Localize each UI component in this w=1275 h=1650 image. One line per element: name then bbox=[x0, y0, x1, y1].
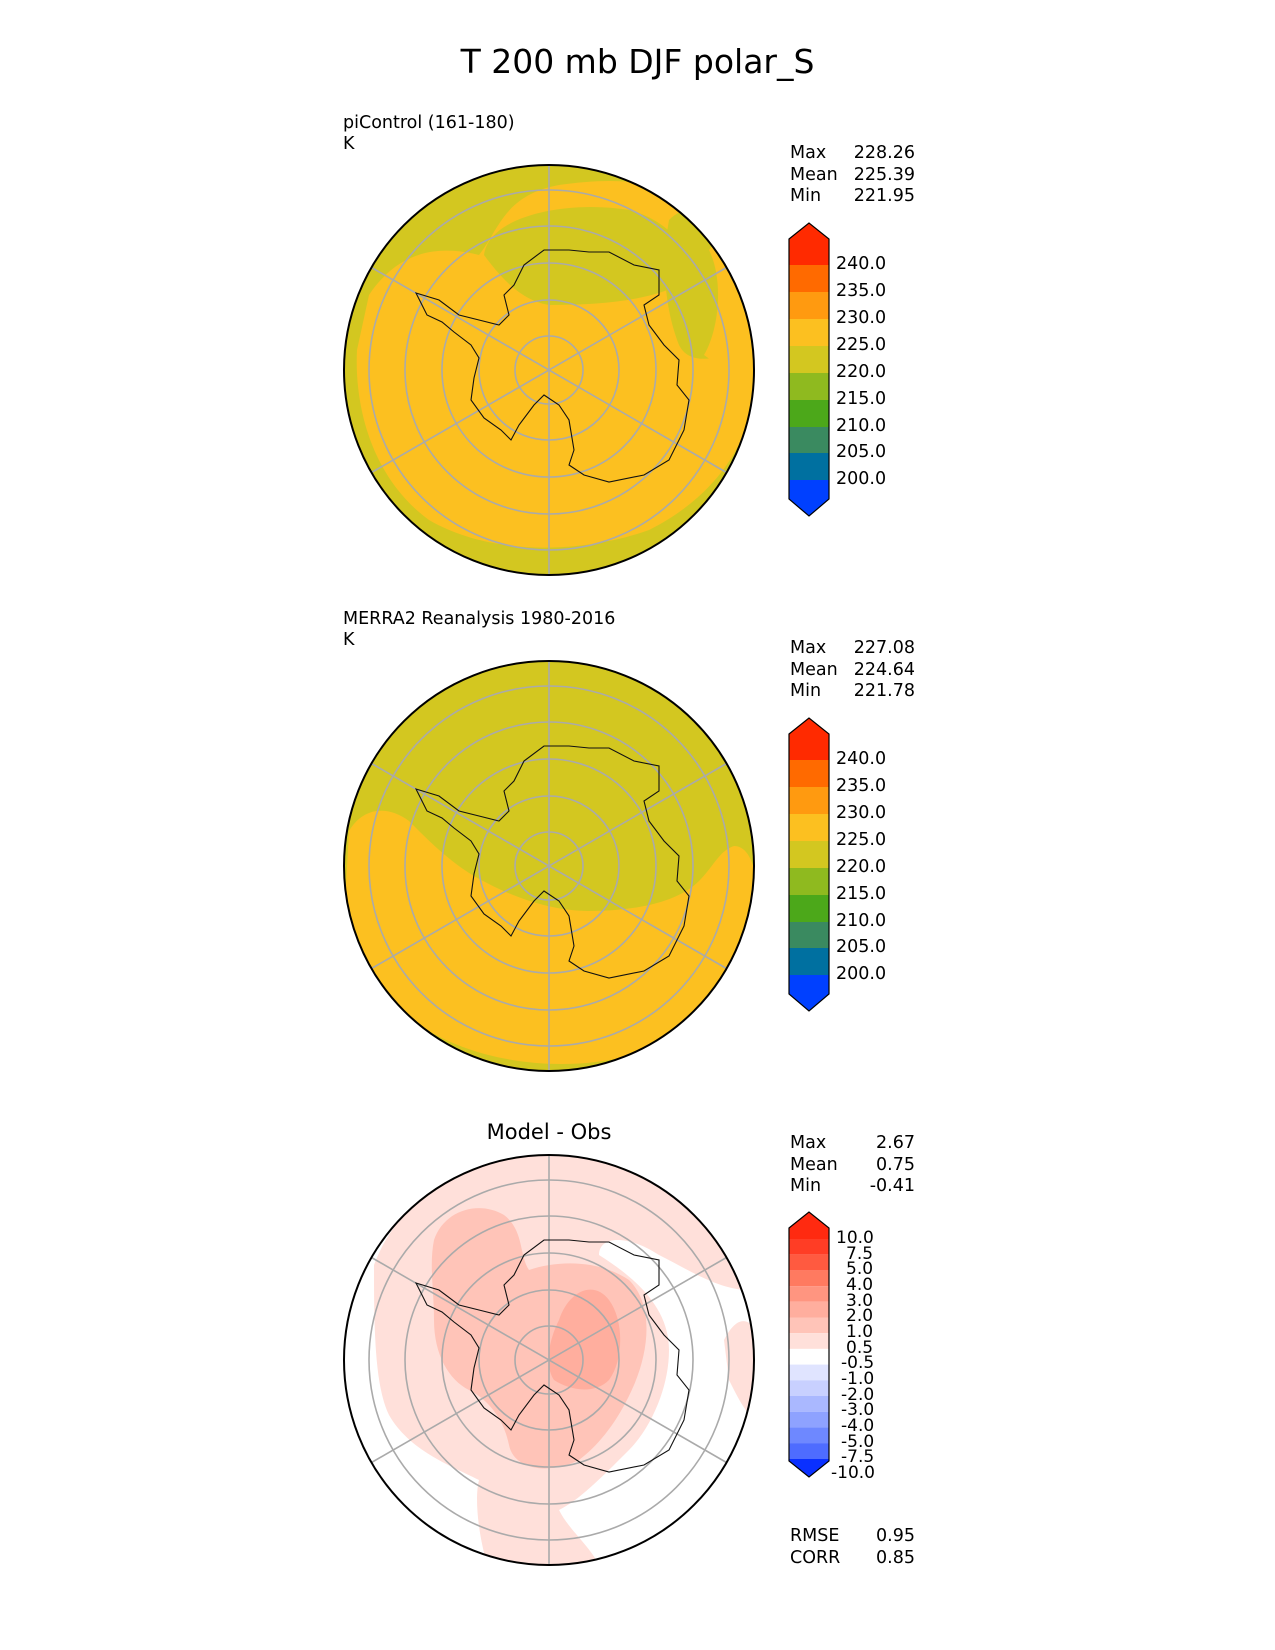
panel3-colorbar-cap-bottom bbox=[789, 1458, 829, 1477]
panel3-tick-5: 5.0 bbox=[846, 1259, 874, 1279]
panel1-tick-235: 235.0 bbox=[836, 281, 887, 301]
panel1-title: piControl (161-180) K bbox=[343, 113, 515, 155]
panel3-metrics: RMSE 0.95 CORR 0.85 bbox=[790, 1526, 915, 1569]
panel3-title: Model - Obs bbox=[486, 1120, 612, 1144]
panel3-rmse-label: RMSE bbox=[790, 1526, 840, 1546]
panel3-min-value: -0.41 bbox=[869, 1176, 915, 1196]
panel1-colorbar-ticks: 240.0 235.0 230.0 225.0 220.0 215.0 210.… bbox=[836, 222, 916, 518]
panel2-tick-230: 230.0 bbox=[836, 803, 887, 823]
panel3-graticule bbox=[368, 1155, 730, 1565]
panel2-min-label: Min bbox=[790, 681, 822, 701]
panel3-mean-label: Mean bbox=[790, 1154, 838, 1175]
panel3-tick-10: 10.0 bbox=[836, 1228, 874, 1248]
panel2-warm-band bbox=[346, 810, 754, 1064]
panel1-colorbar-cap-top bbox=[789, 223, 829, 265]
panel3-colorbar bbox=[788, 1211, 830, 1478]
panel1-tick-220: 220.0 bbox=[836, 362, 887, 382]
panel1-max-label: Max bbox=[790, 143, 827, 163]
panel3-corr-value: 0.85 bbox=[876, 1547, 915, 1568]
panel1-polar-map bbox=[343, 164, 755, 576]
panel1-colorbar-cap-bottom bbox=[789, 480, 829, 516]
panel2-tick-200: 200.0 bbox=[836, 964, 887, 984]
panel3-corr-label: CORR bbox=[790, 1547, 841, 1568]
panel3-tick-neg3: -3.0 bbox=[841, 1400, 875, 1420]
figure-title: T 200 mb DJF polar_S bbox=[460, 42, 815, 81]
panel1-min-value: 221.95 bbox=[853, 186, 915, 206]
panel2-polar-map bbox=[343, 660, 755, 1072]
panel3-tick-0_5: 0.5 bbox=[846, 1338, 874, 1358]
panel1-tick-230: 230.0 bbox=[836, 308, 887, 328]
panel3-tick-2: 2.0 bbox=[846, 1306, 874, 1326]
panel2-min-value: 221.78 bbox=[853, 681, 915, 701]
panel1-mean-label: Mean bbox=[790, 164, 838, 185]
panel1-tick-210: 210.0 bbox=[836, 416, 887, 436]
panel3-tick-neg10: -10.0 bbox=[831, 1463, 875, 1483]
panel2-tick-220: 220.0 bbox=[836, 857, 887, 877]
panel3-tick-neg5: -5.0 bbox=[841, 1432, 875, 1452]
panel3-map-border bbox=[343, 1154, 755, 1566]
panel1-coastline bbox=[414, 249, 690, 483]
panel3-min-label: Min bbox=[790, 1176, 822, 1196]
panel3-tick-3: 3.0 bbox=[846, 1291, 874, 1311]
panel3-max-label: Max bbox=[790, 1133, 827, 1153]
panel1-max-value: 228.26 bbox=[853, 143, 915, 163]
panel2-coastline bbox=[414, 745, 690, 979]
panel1-colorbar bbox=[788, 222, 830, 517]
panel3-tick-7_5: 7.5 bbox=[846, 1244, 874, 1264]
panel2-colorbar-cap-bottom bbox=[789, 975, 829, 1011]
panel2-title: MERRA2 Reanalysis 1980-2016 K bbox=[343, 609, 615, 651]
panel1-min-label: Min bbox=[790, 186, 822, 206]
panel2-mean-value: 224.64 bbox=[853, 659, 915, 680]
panel1-graticule bbox=[368, 165, 730, 575]
panel2-colorbar bbox=[788, 717, 830, 1012]
panel1-tick-200: 200.0 bbox=[836, 469, 887, 489]
panel3-tick-1: 1.0 bbox=[846, 1322, 874, 1342]
panel2-tick-235: 235.0 bbox=[836, 776, 887, 796]
panel2-tick-240: 240.0 bbox=[836, 749, 887, 769]
panel2-max-value: 227.08 bbox=[853, 638, 915, 658]
panel2-mean-label: Mean bbox=[790, 659, 838, 680]
panel1-mean-value: 225.39 bbox=[853, 164, 915, 185]
panel3-tick-neg7_5: -7.5 bbox=[841, 1447, 875, 1467]
panel3-tick-neg2: -2.0 bbox=[841, 1385, 875, 1405]
panel3-rmse-value: 0.95 bbox=[876, 1526, 915, 1546]
panel2-tick-215: 215.0 bbox=[836, 884, 887, 904]
panel2-tick-225: 225.0 bbox=[836, 830, 887, 850]
panel3-max-value: 2.67 bbox=[876, 1133, 915, 1153]
panel2-tick-210: 210.0 bbox=[836, 911, 887, 931]
panel3-stats: Max 2.67 Mean 0.75 Min -0.41 bbox=[790, 1133, 915, 1198]
panel1-tick-215: 215.0 bbox=[836, 389, 887, 409]
panel2-colorbar-ticks: 240.0 235.0 230.0 225.0 220.0 215.0 210.… bbox=[836, 717, 916, 1013]
panel2-units: K bbox=[343, 630, 355, 650]
panel3-coastline bbox=[414, 1239, 690, 1473]
panel2-map-border bbox=[343, 660, 755, 1072]
panel1-tick-240: 240.0 bbox=[836, 254, 887, 274]
panel1-map-border bbox=[343, 164, 755, 576]
panel3-tick-neg0_5: -0.5 bbox=[841, 1353, 875, 1373]
panel1-units: K bbox=[343, 134, 355, 154]
panel1-stats: Max 228.26 Mean 225.39 Min 221.95 bbox=[790, 143, 915, 208]
panel1-title-case: piControl (161-180) bbox=[343, 113, 515, 133]
panel3-tick-neg1: -1.0 bbox=[841, 1369, 875, 1389]
panel1-tick-225: 225.0 bbox=[836, 335, 887, 355]
panel3-tick-neg4: -4.0 bbox=[841, 1416, 875, 1436]
panel2-warm-west bbox=[369, 816, 449, 876]
panel1-tick-205: 205.0 bbox=[836, 442, 887, 462]
panel3-tick-4: 4.0 bbox=[846, 1275, 874, 1295]
panel2-title-case: MERRA2 Reanalysis 1980-2016 bbox=[343, 609, 616, 629]
panel3-colorbar-ticks: 10.0 7.5 5.0 4.0 3.0 2.0 1.0 0.5 -0.5 -1… bbox=[831, 1211, 914, 1483]
panel2-stats: Max 227.08 Mean 224.64 Min 221.78 bbox=[790, 638, 915, 703]
panel3-colorbar-cap-top bbox=[789, 1212, 829, 1239]
panel2-tick-205: 205.0 bbox=[836, 937, 887, 957]
panel3-polar-map bbox=[343, 1154, 755, 1566]
panel1-inner-band bbox=[484, 207, 699, 305]
panel3-mean-value: 0.75 bbox=[876, 1154, 915, 1175]
panel2-graticule bbox=[368, 661, 730, 1071]
panel2-max-label: Max bbox=[790, 638, 827, 658]
panel2-colorbar-cap-top bbox=[789, 718, 829, 760]
